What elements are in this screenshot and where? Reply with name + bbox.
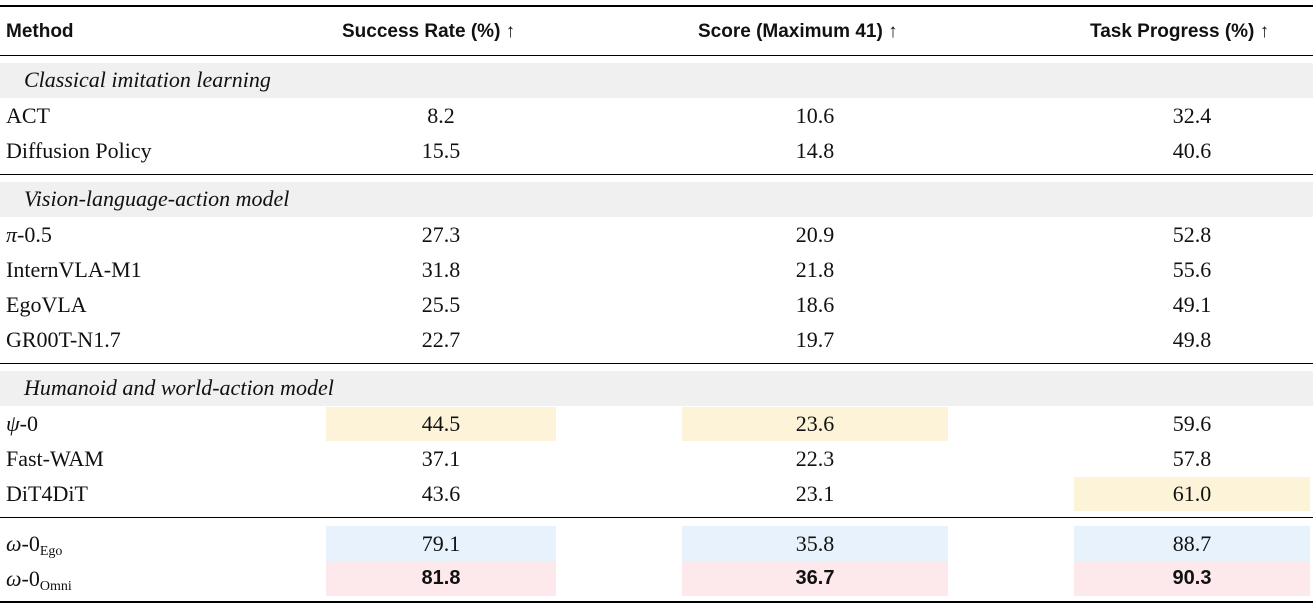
table-row-pi-0-5: π-0.5 27.3 20.9 52.8 (0, 217, 1313, 252)
table-row-omega-0-ego: ω-0Ego 79.1 35.8 88.7 (0, 526, 1313, 561)
method-subscript: Ego (39, 544, 63, 559)
section-band-classical (0, 63, 1313, 98)
score-cell: 22.3 (795, 446, 835, 471)
task-progress-cell: 90.3 (1172, 567, 1212, 589)
best-highlight (1074, 561, 1310, 596)
success-rate-cell: 31.8 (421, 257, 461, 282)
task-progress-cell: 57.8 (1172, 446, 1212, 471)
pi-symbol: π (6, 222, 18, 247)
method-subscript: Omni (39, 579, 72, 594)
score-cell: 23.1 (795, 481, 835, 506)
task-progress-cell: 32.4 (1172, 103, 1212, 128)
score-cell: 20.9 (795, 222, 835, 247)
ours-highlight (682, 526, 948, 561)
success-rate-cell: 79.1 (421, 531, 461, 556)
score-cell: 23.6 (795, 411, 835, 436)
success-rate-cell: 27.3 (421, 222, 461, 247)
success-rate-cell: 44.5 (421, 411, 461, 436)
table-row-act: ACT 8.2 10.6 32.4 (0, 98, 1313, 133)
method-name-suffix: -0 (19, 411, 38, 436)
success-rate-cell: 81.8 (421, 567, 461, 589)
method-name: Fast-WAM (6, 446, 104, 471)
success-rate-cell: 22.7 (421, 327, 461, 352)
task-progress-cell: 88.7 (1172, 531, 1212, 556)
method-name: ACT (6, 103, 50, 128)
task-progress-cell: 49.8 (1172, 327, 1212, 352)
score-cell: 36.7 (795, 567, 835, 589)
best-highlight (326, 561, 556, 596)
section-band-humanoid (0, 371, 1313, 406)
method-name: ω-0Ego (6, 526, 62, 561)
second-best-highlight (1074, 477, 1310, 511)
score-cell: 21.8 (795, 257, 835, 282)
ours-highlight (326, 526, 556, 561)
task-progress-cell: 59.6 (1172, 411, 1212, 436)
psi-symbol: ψ (6, 411, 20, 436)
score-cell: 19.7 (795, 327, 835, 352)
second-best-highlight (326, 407, 556, 441)
method-name: π-0.5 (6, 217, 52, 252)
task-progress-cell: 40.6 (1172, 138, 1212, 163)
success-rate-cell: 8.2 (427, 103, 455, 128)
score-cell: 35.8 (795, 531, 835, 556)
table-row-gr00t-n1-7: GR00T-N1.7 22.7 19.7 49.8 (0, 322, 1313, 357)
table-row-psi-0: ψ-0 44.5 23.6 59.6 (0, 406, 1313, 441)
success-rate-cell: 25.5 (421, 292, 461, 317)
header-success-rate: Success Rate (%) ↑ (342, 21, 516, 42)
table-row-diffusion-policy: Diffusion Policy 15.5 14.8 40.6 (0, 133, 1313, 168)
method-name: EgoVLA (6, 292, 87, 317)
top-rule (0, 5, 1313, 7)
success-rate-cell: 37.1 (421, 446, 461, 471)
section-rule (0, 363, 1313, 364)
bottom-rule (0, 601, 1313, 603)
table-row-fast-wam: Fast-WAM 37.1 22.3 57.8 (0, 441, 1313, 476)
section-rule (0, 174, 1313, 175)
task-progress-cell: 55.6 (1172, 257, 1212, 282)
section-title-vla: Vision-language-action model (24, 186, 290, 211)
method-name: ω-0Omni (6, 561, 72, 596)
method-name-suffix: -0 (21, 531, 40, 556)
omega-symbol: ω (6, 566, 22, 591)
ours-highlight (1074, 526, 1310, 561)
section-title-humanoid: Humanoid and world-action model (24, 375, 334, 400)
task-progress-cell: 61.0 (1172, 481, 1212, 506)
method-name: InternVLA-M1 (6, 257, 142, 282)
success-rate-cell: 43.6 (421, 481, 461, 506)
method-name: ψ-0 (6, 406, 38, 441)
table-row-egovla: EgoVLA 25.5 18.6 49.1 (0, 287, 1313, 322)
header-rule (0, 55, 1313, 56)
score-cell: 18.6 (795, 292, 835, 317)
section-rule (0, 517, 1313, 518)
score-cell: 10.6 (795, 103, 835, 128)
method-name: DiT4DiT (6, 481, 88, 506)
section-title-classical: Classical imitation learning (24, 67, 271, 92)
method-name-suffix: -0.5 (17, 222, 52, 247)
method-name: Diffusion Policy (6, 138, 152, 163)
task-progress-cell: 49.1 (1172, 292, 1212, 317)
table-row-omega-0-omni: ω-0Omni 81.8 36.7 90.3 (0, 561, 1313, 596)
table-row-internvla-m1: InternVLA-M1 31.8 21.8 55.6 (0, 252, 1313, 287)
score-cell: 14.8 (795, 138, 835, 163)
best-highlight (682, 561, 948, 596)
section-band-vla (0, 182, 1313, 217)
table-row-dit4dit: DiT4DiT 43.6 23.1 61.0 (0, 476, 1313, 511)
omega-symbol: ω (6, 531, 22, 556)
method-name: GR00T-N1.7 (6, 327, 121, 352)
second-best-highlight (682, 407, 948, 441)
method-name-suffix: -0 (21, 566, 40, 591)
header-task-progress: Task Progress (%) ↑ (1090, 21, 1270, 42)
success-rate-cell: 15.5 (421, 138, 461, 163)
header-method: Method (6, 21, 74, 42)
task-progress-cell: 52.8 (1172, 222, 1212, 247)
header-score: Score (Maximum 41) ↑ (698, 21, 898, 42)
